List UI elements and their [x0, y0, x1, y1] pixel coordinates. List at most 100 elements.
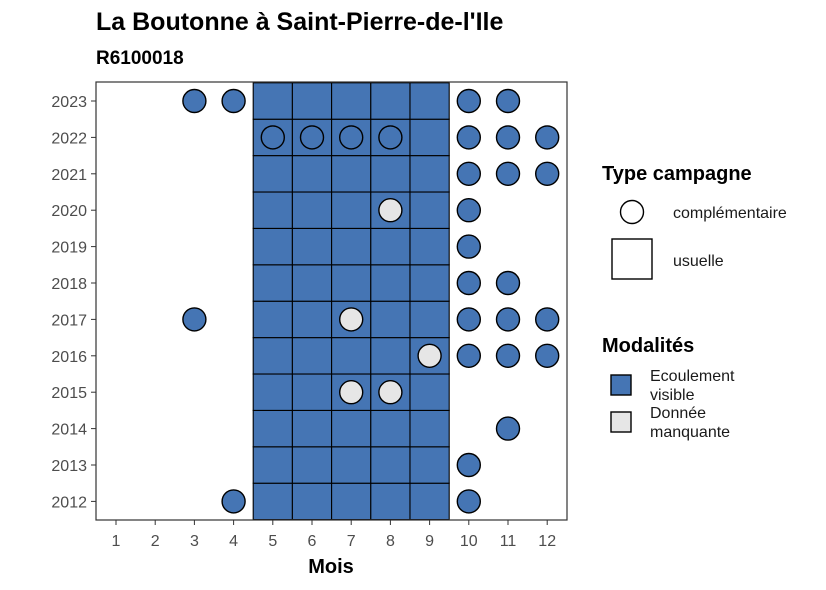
legend-key-manquante [610, 411, 632, 433]
tile-2018-6 [291, 264, 333, 302]
y-tick-label-2019: 2019 [51, 240, 87, 257]
point-2021-10 [456, 161, 481, 187]
tile-2023-5 [252, 82, 293, 120]
point-2015-8 [378, 380, 403, 405]
x-axis: 1 2 3 4 5 6 7 8 9 10 11 12 [112, 520, 556, 550]
x-tick-label-10: 10 [460, 533, 478, 550]
tile-2013-7 [331, 446, 372, 484]
point-2018-11 [495, 270, 521, 296]
tile-2015-5 [252, 373, 293, 411]
tile-2016-5 [252, 337, 293, 375]
tile-2017-5 [252, 300, 293, 339]
tile-2017-9 [409, 300, 450, 339]
point-2022-8 [378, 125, 403, 150]
legend-label-complementaire: complémentaire [673, 205, 787, 222]
point-2022-11 [495, 125, 521, 150]
tile-2015-6 [291, 373, 333, 411]
tile-2015-9 [409, 373, 450, 411]
point-2017-3 [182, 307, 207, 332]
tile-2013-5 [252, 446, 293, 484]
y-tick-label-2016: 2016 [51, 349, 87, 366]
y-tick-label-2020: 2020 [51, 203, 87, 220]
y-tick-label-2013: 2013 [51, 458, 87, 475]
legend-label-usuelle: usuelle [673, 253, 724, 270]
point-2020-8 [378, 197, 403, 223]
y-tick-label-2017: 2017 [51, 312, 87, 329]
tile-2019-8 [370, 227, 411, 266]
point-2019-10 [456, 234, 481, 259]
tile-2017-8 [370, 300, 411, 339]
point-2022-6 [299, 125, 325, 150]
complementaire-points [182, 88, 560, 514]
tile-2021-9 [409, 155, 450, 193]
tile-2019-9 [409, 227, 450, 266]
x-tick-label-6: 6 [308, 533, 317, 550]
legend-type-title: Type campagne [602, 163, 752, 185]
tile-2014-9 [409, 409, 450, 448]
point-2014-11 [495, 416, 521, 441]
x-tick-label-5: 5 [268, 533, 277, 550]
tile-2016-6 [291, 337, 333, 375]
x-tick-label-1: 1 [112, 533, 121, 550]
legend-label-manquante: Donnée manquante [650, 405, 730, 441]
tile-2019-6 [291, 227, 333, 266]
point-2022-10 [456, 125, 481, 150]
tile-2021-6 [291, 155, 333, 193]
legend-key-ecoulement [610, 374, 632, 396]
tile-2016-7 [331, 337, 372, 375]
tile-2019-7 [331, 227, 372, 266]
tile-2014-5 [252, 409, 293, 448]
tile-2016-8 [370, 337, 411, 375]
tile-2019-5 [252, 227, 293, 266]
usuelle-tiles [252, 82, 450, 521]
tile-2013-8 [370, 446, 411, 484]
point-2016-9 [417, 343, 442, 368]
point-2021-11 [495, 161, 521, 187]
tile-2013-9 [409, 446, 450, 484]
y-tick-label-2018: 2018 [51, 276, 87, 293]
tile-2020-6 [291, 191, 333, 229]
tile-2021-7 [331, 155, 372, 193]
chart-title: La Boutonne à Saint-Pierre-de-l'Ile [96, 8, 503, 36]
tile-2017-6 [291, 300, 333, 339]
tile-2012-6 [291, 482, 333, 521]
point-2018-10 [456, 270, 481, 296]
x-axis-title: Mois [308, 556, 354, 578]
legend: Type campagne complémentaire usuelle Modali… [602, 163, 787, 441]
tile-2012-9 [409, 482, 450, 521]
point-2023-3 [182, 88, 207, 114]
x-tick-label-4: 4 [229, 533, 238, 550]
point-2023-11 [495, 88, 521, 114]
tile-2021-5 [252, 155, 293, 193]
point-2020-10 [456, 197, 481, 223]
point-2021-12 [535, 161, 560, 187]
x-tick-label-2: 2 [151, 533, 160, 550]
tile-2014-6 [291, 409, 333, 448]
tile-2018-8 [370, 264, 411, 302]
y-tick-label-2012: 2012 [51, 494, 87, 511]
x-tick-label-12: 12 [538, 533, 556, 550]
tile-2018-9 [409, 264, 450, 302]
plot-area: 1 2 3 4 5 6 7 8 9 10 11 122012201320142015201620172… [51, 81, 568, 550]
tile-2022-9 [409, 118, 450, 157]
legend-key-complementaire [619, 199, 645, 225]
tile-2023-8 [370, 82, 411, 120]
y-tick-label-2023: 2023 [51, 94, 87, 111]
tile-2014-8 [370, 409, 411, 448]
tile-2021-8 [370, 155, 411, 193]
x-tick-label-7: 7 [347, 533, 356, 550]
point-2016-12 [535, 343, 560, 368]
tile-2020-7 [331, 191, 372, 229]
legend-label-ecoulement: Ecoulement visible [650, 368, 735, 404]
point-2016-11 [495, 343, 521, 368]
y-tick-label-2021: 2021 [51, 167, 87, 184]
x-tick-label-3: 3 [190, 533, 199, 550]
point-2022-7 [339, 125, 364, 150]
point-2017-12 [535, 307, 560, 332]
tile-2018-5 [252, 264, 293, 302]
point-2017-10 [456, 307, 481, 332]
tile-2023-6 [291, 82, 333, 120]
point-2023-10 [456, 88, 481, 114]
y-tick-label-2014: 2014 [51, 422, 87, 439]
